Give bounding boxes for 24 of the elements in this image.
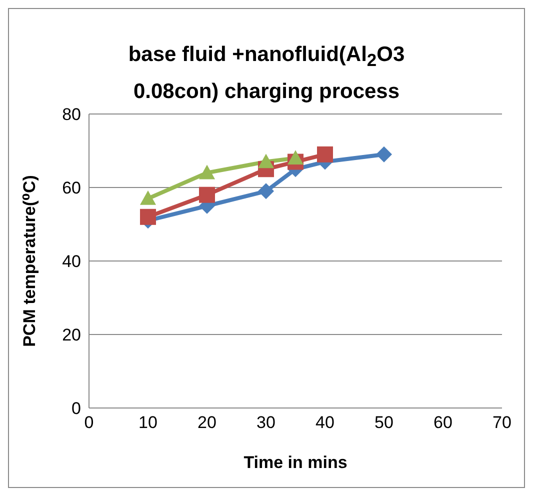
x-axis-title: Time in mins bbox=[244, 453, 348, 472]
point bbox=[199, 164, 215, 180]
y-tick-label: 0 bbox=[72, 399, 81, 418]
point bbox=[288, 150, 304, 165]
point bbox=[199, 187, 215, 204]
x-tick-label: 30 bbox=[256, 413, 276, 432]
x-tick-label: 10 bbox=[138, 413, 158, 432]
x-tick-label: 50 bbox=[374, 413, 394, 432]
point bbox=[258, 154, 274, 168]
y-tick-label: 80 bbox=[62, 105, 81, 124]
x-tick-label: 40 bbox=[316, 413, 334, 432]
x-tick-label: 70 bbox=[492, 413, 512, 432]
x-tick-label: 60 bbox=[434, 413, 452, 432]
point bbox=[376, 146, 392, 163]
x-tick-label: 20 bbox=[198, 413, 216, 432]
chart-title: base fluid +nanofluid(Al$_{2}$O3 0.08con) charging process bbox=[128, 43, 405, 104]
y-tick-label: 40 bbox=[62, 252, 81, 272]
x-tick-label: 0 bbox=[84, 413, 94, 432]
point bbox=[140, 190, 156, 206]
point bbox=[258, 183, 274, 200]
point bbox=[317, 146, 333, 163]
y-tick-label: 20 bbox=[62, 326, 81, 345]
y-tick-label: 60 bbox=[62, 178, 81, 198]
y-axis-title: PCM temperature(⁰C) bbox=[20, 175, 40, 348]
